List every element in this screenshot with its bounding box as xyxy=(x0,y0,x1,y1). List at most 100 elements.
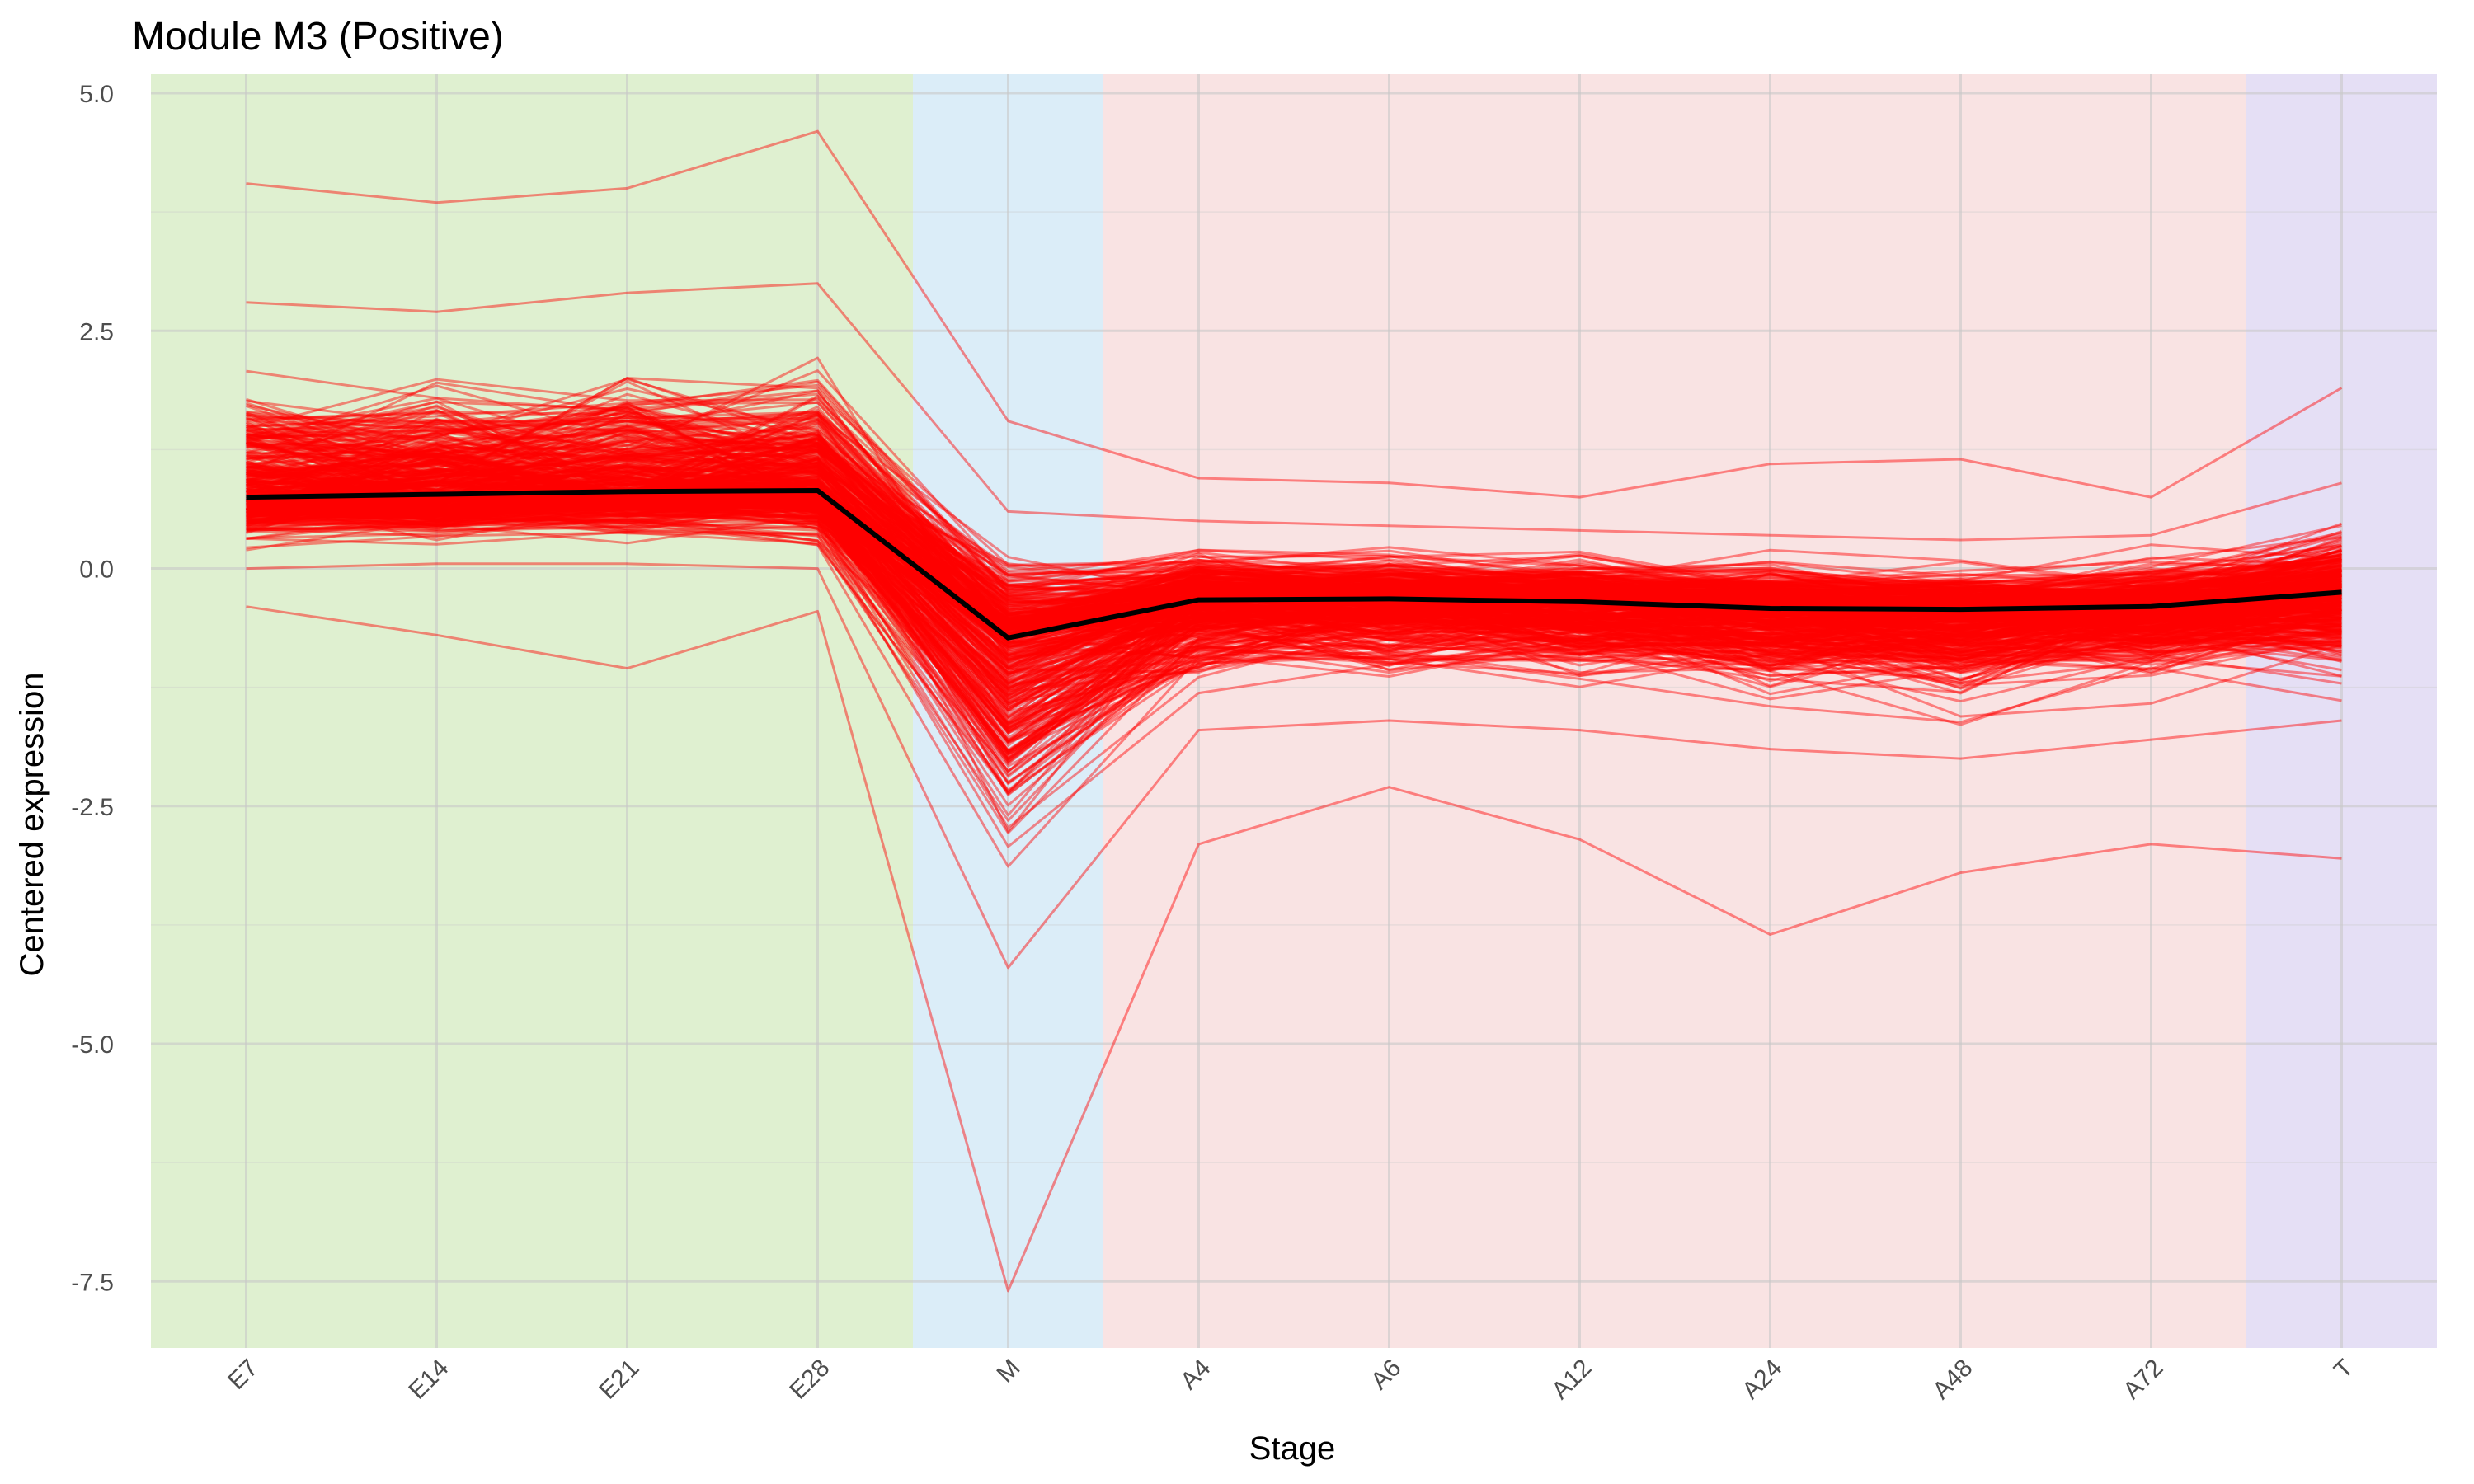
gene-profile-line xyxy=(246,464,2342,636)
x-tick-label: A12 xyxy=(1546,1355,1597,1405)
gene-profile-line xyxy=(246,431,2342,623)
gene-profile-line xyxy=(245,417,2342,636)
gene-profile-line xyxy=(246,356,2342,669)
gene-profile-line xyxy=(246,415,2342,613)
x-tick-label: A6 xyxy=(1366,1355,1406,1395)
gene-profile-line xyxy=(246,510,2342,848)
gene-profile-line xyxy=(246,500,2342,713)
gene-profile-line xyxy=(246,510,2342,704)
gene-profile-line xyxy=(246,469,2342,639)
gene-profile-line xyxy=(245,440,2342,675)
gene-profile-line xyxy=(246,462,2342,744)
gene-profile-line xyxy=(246,475,2342,695)
gene-profile-line xyxy=(246,501,2342,786)
gene-profile-line xyxy=(246,493,2342,733)
gene-profile-line xyxy=(246,503,2342,726)
x-tick-label: T xyxy=(2329,1355,2359,1384)
gene-profile-line xyxy=(246,450,2342,639)
gene-profile-line xyxy=(246,493,2342,753)
gene-profile-line xyxy=(246,495,2342,868)
gene-profile-line xyxy=(246,442,2342,656)
gene-profile-line xyxy=(246,466,2342,631)
gene-profile-line xyxy=(246,491,2342,773)
gene-profile-line xyxy=(246,460,2342,688)
gene-profile-line xyxy=(246,420,2342,624)
gene-profile-line xyxy=(246,478,2342,683)
gene-profile-line xyxy=(246,411,2342,616)
gene-profile-line xyxy=(246,511,2342,764)
gene-profile-line xyxy=(246,463,2342,645)
gene-profile-line xyxy=(246,496,2342,684)
gene-profile-line xyxy=(246,499,2342,761)
gene-profile-line xyxy=(246,424,2342,627)
gene-profile-line xyxy=(246,492,2342,664)
gene-profile-line xyxy=(246,506,2342,754)
gene-profile-line xyxy=(246,421,2342,626)
gene-profile-line xyxy=(246,490,2342,652)
gene-profile-line xyxy=(246,460,2342,766)
gene-profile-line xyxy=(245,422,2342,701)
gene-profile-line xyxy=(246,500,2342,731)
gene-profile-line xyxy=(246,475,2342,711)
gene-profile-line xyxy=(246,440,2342,682)
gene-profile-line xyxy=(246,495,2342,730)
gene-profile-line xyxy=(246,454,2342,697)
gene-profile-line xyxy=(246,499,2342,663)
gene-profile-line xyxy=(246,406,2342,594)
gene-profile-line xyxy=(246,387,2342,599)
gene-profile-line xyxy=(246,492,2342,796)
gene-profile-line xyxy=(246,435,2342,638)
gene-profile-line xyxy=(246,463,2342,627)
gene-profile-line xyxy=(246,444,2342,635)
mean-profile xyxy=(246,488,2342,641)
gene-profile-line xyxy=(246,459,2342,617)
gene-profile-line xyxy=(246,423,2342,608)
gene-profile-line xyxy=(246,369,2342,585)
gene-profile-line xyxy=(246,467,2342,615)
gene-profile-line xyxy=(246,424,2342,632)
gene-profile-line xyxy=(246,488,2342,685)
gene-profile-line xyxy=(246,472,2342,650)
gene-profile-line xyxy=(246,503,2342,763)
gene-profile-line xyxy=(246,493,2342,733)
gene-profile-line xyxy=(246,411,2342,632)
gene-profile-line xyxy=(246,472,2342,707)
gene-profile-line xyxy=(246,495,2342,796)
gene-profile-line xyxy=(246,419,2342,606)
x-tick-label: E14 xyxy=(403,1355,454,1405)
gene-profile-line-gene-low xyxy=(246,605,2342,1293)
gene-profile-line xyxy=(246,504,2342,741)
grid-lines xyxy=(151,74,2437,1348)
gene-profile-line xyxy=(246,414,2342,641)
x-axis-tick-labels: E7 E14 E21 E28 M A4 A6 A12 A24 A48 A72 T xyxy=(223,1355,2359,1405)
gene-profile-line xyxy=(246,514,2342,679)
gene-profile-line xyxy=(246,462,2342,666)
gene-profile-line xyxy=(246,505,2342,716)
gene-profile-line xyxy=(246,480,2342,669)
gene-profile-line xyxy=(246,401,2342,609)
gene-profile-line xyxy=(246,501,2342,682)
x-tick-label: E7 xyxy=(223,1355,263,1395)
gene-profile-line xyxy=(246,410,2342,627)
gene-profile-line xyxy=(246,410,2342,614)
gene-profile-line xyxy=(246,502,2342,690)
gene-profile-line xyxy=(246,459,2342,729)
gene-profile-line xyxy=(245,435,2342,674)
gene-profile-line xyxy=(246,465,2342,760)
gene-profile-line xyxy=(246,397,2342,616)
gene-profile-line xyxy=(246,495,2342,626)
gene-profile-lines xyxy=(245,129,2343,1293)
y-tick-label: -5.0 xyxy=(71,1031,114,1059)
gene-profile-line xyxy=(246,441,2342,672)
gene-profile-line xyxy=(246,490,2342,646)
gene-profile-line xyxy=(246,500,2342,744)
x-tick-label: E28 xyxy=(784,1355,835,1405)
gene-profile-line xyxy=(246,384,2342,638)
gene-profile-line xyxy=(246,491,2342,706)
gene-profile-line xyxy=(246,466,2342,657)
gene-profile-line xyxy=(246,378,2342,600)
gene-profile-line xyxy=(246,457,2342,753)
gene-profile-line xyxy=(246,498,2342,730)
gene-profile-line xyxy=(246,467,2342,646)
gene-profile-line xyxy=(246,458,2342,637)
